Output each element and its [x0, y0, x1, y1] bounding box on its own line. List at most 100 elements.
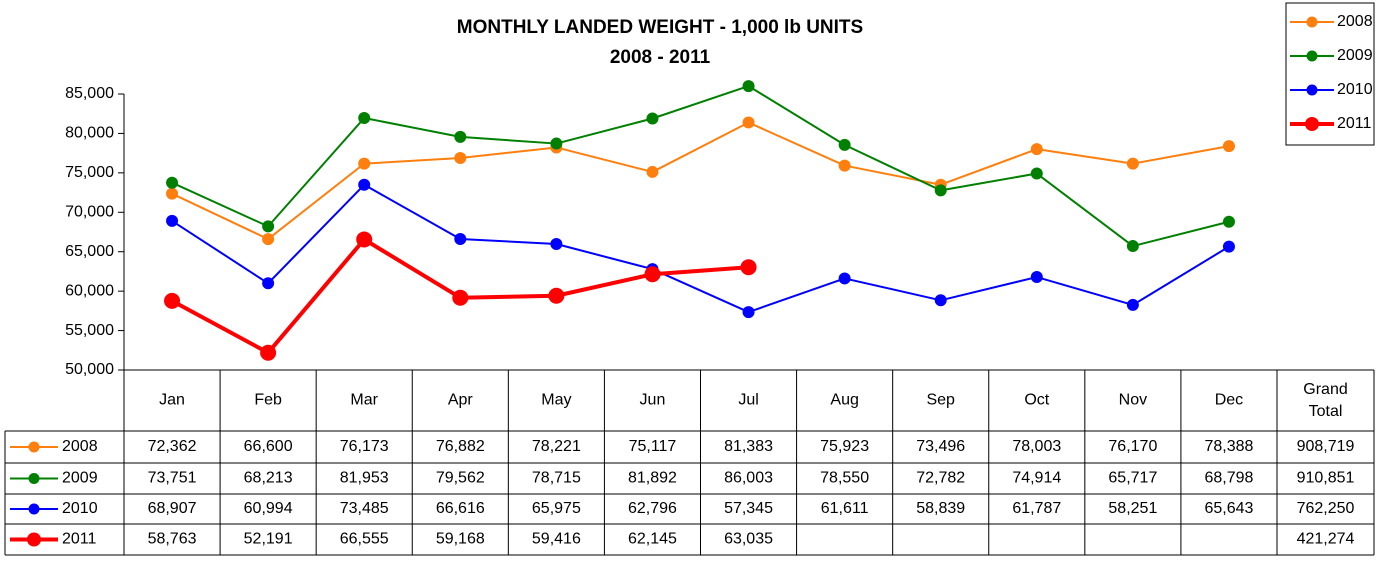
data-point	[1030, 143, 1043, 156]
data-point	[550, 238, 563, 251]
legend-label: 2008	[1337, 13, 1373, 30]
table-cell: 78,715	[532, 470, 581, 487]
data-point	[454, 152, 467, 165]
y-tick-label: 60,000	[65, 282, 114, 299]
table-cell: 81,892	[628, 470, 677, 487]
data-point	[166, 214, 179, 227]
data-point	[260, 344, 277, 361]
x-tick-label: Feb	[254, 392, 282, 409]
data-point	[454, 130, 467, 143]
legend-marker	[27, 532, 41, 547]
x-tick-label: Aug	[830, 392, 858, 409]
table-cell: 58,839	[916, 500, 965, 517]
data-point	[838, 138, 851, 151]
table-cell: 59,416	[532, 531, 581, 548]
legend-marker	[1306, 84, 1318, 96]
table-cell: 74,914	[1012, 470, 1061, 487]
table-cell: 57,345	[724, 500, 773, 517]
series-line	[171, 85, 1230, 248]
data-point	[164, 292, 181, 309]
total-header: Grand Total	[1303, 380, 1348, 420]
x-tick-label: Sep	[926, 392, 955, 409]
row-label: 2010	[62, 500, 98, 517]
data-point	[646, 165, 659, 178]
x-tick-label: Oct	[1024, 392, 1049, 409]
series-line	[171, 183, 1230, 314]
legend-label: 2009	[1337, 47, 1373, 64]
y-tick-label: 85,000	[65, 85, 114, 102]
table-cell: 61,787	[1012, 500, 1061, 517]
total-header-text: Grand Total	[1303, 380, 1348, 420]
table-cell: 66,600	[244, 438, 293, 455]
table-cell: 68,213	[244, 470, 293, 487]
table-cell: 58,251	[1108, 500, 1157, 517]
table-cell: 78,003	[1012, 438, 1061, 455]
y-tick-label: 65,000	[65, 243, 114, 260]
chart-subtitle: 2008 - 2011	[610, 47, 711, 68]
data-point	[838, 159, 851, 172]
data-point	[358, 112, 371, 125]
table-cell: 75,923	[820, 438, 869, 455]
table-cell: 62,145	[628, 531, 677, 548]
table-cell: 81,383	[724, 438, 773, 455]
legend-box	[1285, 2, 1375, 146]
data-point	[646, 112, 659, 125]
data-point	[166, 187, 179, 200]
legend-marker	[1305, 117, 1319, 131]
table-cell: 73,751	[148, 470, 197, 487]
x-tick-label: Nov	[1119, 392, 1147, 409]
table-cell: 59,168	[436, 531, 485, 548]
table-cell: 76,173	[340, 438, 389, 455]
table-cell: 65,975	[532, 500, 581, 517]
data-point	[1126, 240, 1139, 253]
table-cell: 86,003	[724, 470, 773, 487]
row-label: 2011	[62, 531, 97, 548]
data-point	[262, 233, 275, 246]
table-cell: 76,882	[436, 438, 485, 455]
x-tick-label: Apr	[448, 392, 474, 409]
data-point	[358, 178, 371, 191]
data-point	[1222, 140, 1235, 153]
table-cell: 72,362	[148, 438, 197, 455]
table-cell: 66,616	[436, 500, 485, 517]
table-cell: 68,907	[148, 500, 197, 517]
table-cell: 78,388	[1204, 438, 1253, 455]
table-cell: 78,221	[532, 438, 581, 455]
data-point	[934, 184, 947, 197]
y-tick-label: 80,000	[65, 125, 114, 142]
table-cell: 66,555	[340, 531, 389, 548]
data-point	[454, 232, 467, 245]
data-point	[740, 259, 757, 276]
data-point	[1222, 215, 1235, 228]
data-point	[1126, 298, 1139, 311]
series-line	[171, 121, 1230, 241]
data-point	[262, 220, 275, 233]
table-cell: 62,796	[628, 500, 677, 517]
table-cell: 79,562	[436, 470, 485, 487]
x-tick-label: May	[541, 392, 571, 409]
table-cell: 81,953	[340, 470, 389, 487]
data-point	[452, 289, 469, 306]
data-point	[742, 306, 755, 319]
legend-label: 2011	[1337, 115, 1372, 132]
data-point	[358, 157, 371, 170]
y-tick-label: 70,000	[65, 204, 114, 221]
legend-marker	[28, 441, 40, 453]
legend-label: 2010	[1337, 81, 1373, 98]
x-tick-label: Mar	[350, 392, 378, 409]
x-tick-label: Jun	[640, 392, 666, 409]
table-cell: 75,117	[629, 438, 677, 455]
data-point	[934, 294, 947, 307]
data-point	[550, 137, 563, 150]
x-tick-label: Dec	[1215, 392, 1243, 409]
data-point	[356, 231, 373, 248]
table-total: 910,851	[1297, 470, 1355, 487]
legend-marker	[28, 503, 40, 515]
y-tick-label: 55,000	[65, 322, 114, 339]
row-label: 2009	[62, 470, 98, 487]
x-tick-label: Jan	[159, 392, 185, 409]
data-point	[1030, 167, 1043, 180]
x-tick-label: Jul	[738, 392, 758, 409]
legend-marker	[1306, 50, 1318, 62]
